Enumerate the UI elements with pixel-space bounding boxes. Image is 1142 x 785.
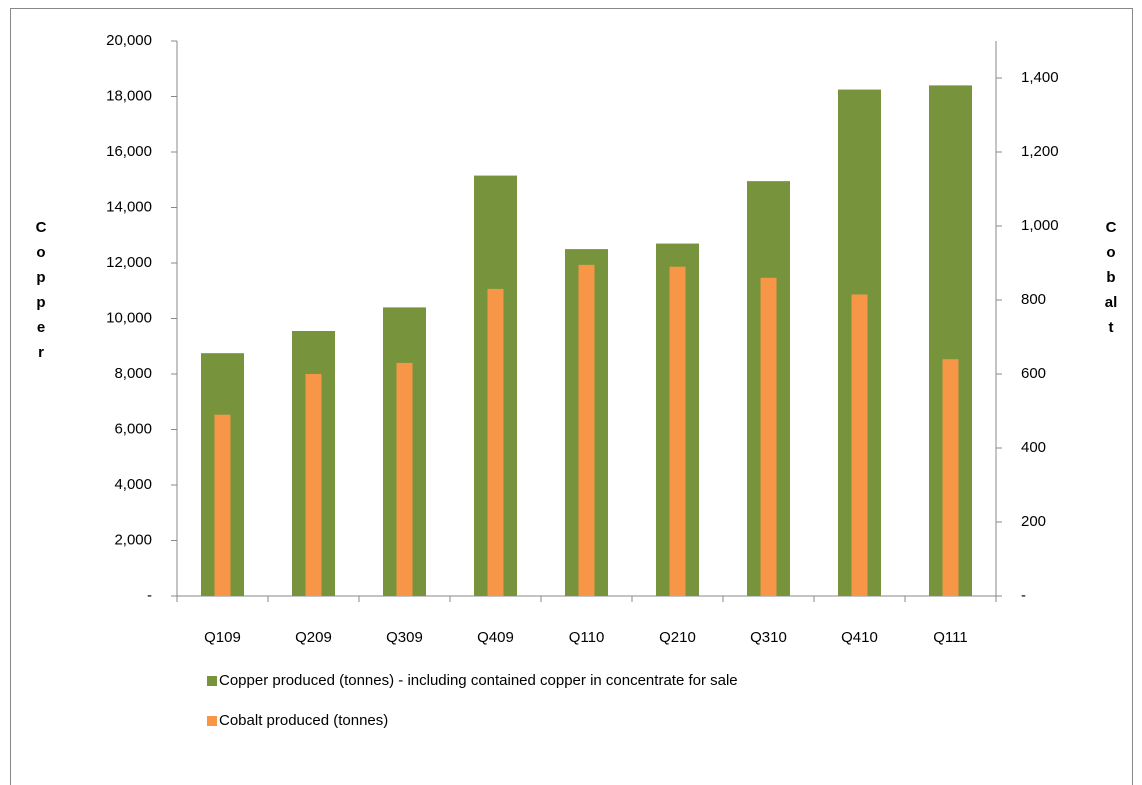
bar	[669, 266, 686, 596]
y-tick-label: 12,000	[106, 254, 152, 271]
bar	[305, 374, 322, 596]
y2-tick-label: 1,400	[1021, 69, 1059, 86]
legend-swatch	[207, 676, 217, 686]
bar	[942, 359, 959, 596]
y-tick-label: 2,000	[114, 531, 152, 548]
y-tick-label: 14,000	[106, 198, 152, 215]
y-tick-label: 4,000	[114, 476, 152, 493]
y2-tick-label: 1,000	[1021, 217, 1059, 234]
y-tick-label: 20,000	[106, 32, 152, 49]
bar	[578, 264, 595, 596]
legend-swatch	[207, 716, 217, 726]
x-tick-label: Q409	[477, 629, 514, 646]
bar	[851, 294, 868, 596]
y-tick-label: 10,000	[106, 309, 152, 326]
x-tick-label: Q209	[295, 629, 332, 646]
y2-tick-label: 1,200	[1021, 143, 1059, 160]
legend-label: Cobalt produced (tonnes)	[219, 712, 388, 729]
bar	[760, 277, 777, 596]
x-tick-label: Q110	[569, 629, 605, 646]
y-tick-label: 6,000	[114, 420, 152, 437]
x-tick-label: Q410	[841, 629, 878, 646]
bar	[396, 362, 413, 596]
y-tick-label: 18,000	[106, 87, 152, 104]
y2-tick-label: 200	[1021, 513, 1046, 530]
y-tick-label: 16,000	[106, 143, 152, 160]
y-axis-title: Copper	[35, 219, 47, 361]
y2-tick-label: -	[1021, 587, 1026, 604]
y2-tick-label: 600	[1021, 365, 1046, 382]
y-tick-label: 8,000	[114, 365, 152, 382]
chart-frame	[10, 8, 1133, 785]
x-tick-label: Q310	[750, 629, 787, 646]
legend-label: Copper produced (tonnes) - including con…	[219, 672, 738, 689]
y2-axis-title: Cobalt	[1104, 219, 1118, 336]
x-tick-label: Q210	[659, 629, 696, 646]
bar	[487, 288, 504, 596]
bar	[214, 414, 231, 596]
y-tick-label: -	[147, 587, 152, 604]
y2-tick-label: 800	[1021, 291, 1046, 308]
x-tick-label: Q309	[386, 629, 423, 646]
y2-tick-label: 400	[1021, 439, 1046, 456]
x-tick-label: Q109	[204, 629, 241, 646]
x-tick-label: Q111	[933, 629, 967, 646]
